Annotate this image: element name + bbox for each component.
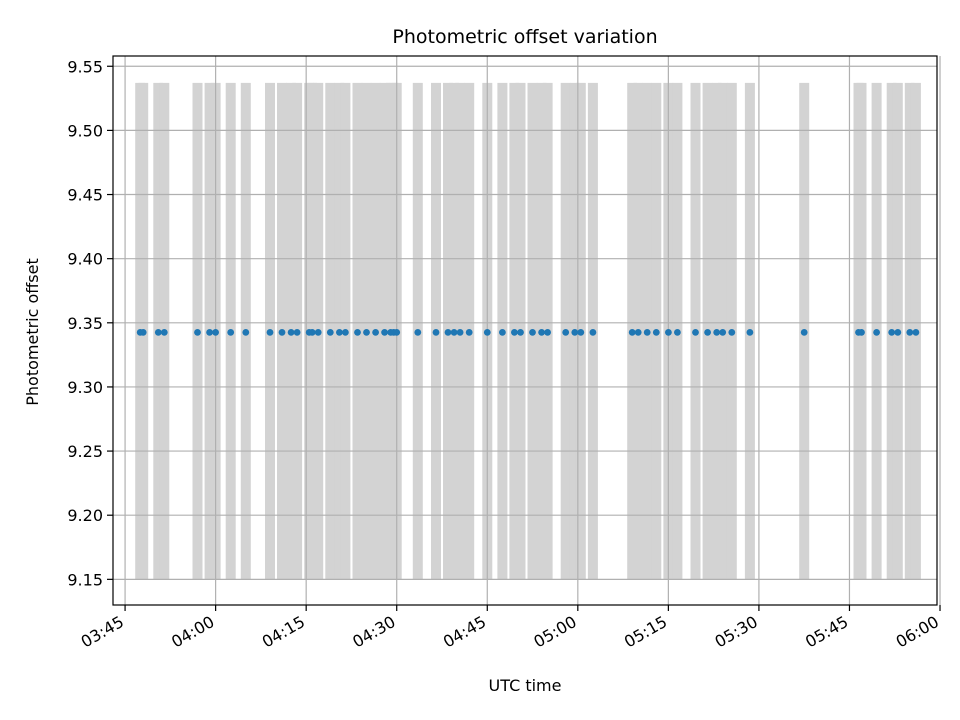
data-point: [342, 329, 349, 336]
data-point: [326, 329, 334, 336]
data-point: [287, 329, 295, 336]
data-point: [483, 329, 491, 336]
data-point: [227, 329, 235, 336]
data-point: [577, 329, 585, 336]
data-point: [692, 329, 699, 336]
data-point: [544, 329, 551, 336]
data-point: [634, 329, 642, 336]
data-point: [665, 329, 672, 336]
data-point: [538, 329, 545, 336]
data-point: [354, 329, 361, 336]
data-point: [628, 329, 636, 336]
points-layer: [136, 329, 920, 336]
data-point: [906, 329, 914, 336]
data-point: [517, 329, 524, 336]
data-point: [912, 329, 920, 336]
y-axis-label: Photometric offset: [23, 258, 42, 406]
y-tick-label: 9.40: [67, 250, 103, 269]
data-point: [206, 329, 214, 336]
data-point: [858, 329, 865, 336]
data-point: [465, 329, 473, 336]
data-point: [873, 329, 880, 336]
data-point: [511, 329, 518, 336]
y-tick-label: 9.35: [67, 314, 103, 333]
data-point: [713, 329, 721, 336]
data-point: [308, 329, 316, 336]
data-point: [800, 329, 808, 336]
data-point: [571, 329, 579, 336]
data-point: [894, 329, 902, 336]
data-point: [499, 329, 506, 336]
data-point: [529, 329, 536, 336]
data-point: [589, 329, 597, 336]
data-point: [242, 329, 250, 336]
data-point: [888, 329, 896, 336]
data-point: [456, 329, 464, 336]
data-point: [704, 329, 711, 336]
data-point: [293, 329, 301, 336]
y-tick-label: 9.20: [67, 506, 103, 525]
data-point: [432, 329, 440, 336]
data-point: [643, 329, 651, 336]
data-point: [194, 329, 201, 336]
x-axis-label: UTC time: [489, 676, 562, 695]
data-point: [562, 329, 570, 336]
data-point: [393, 329, 401, 336]
plot-frame: [112, 55, 938, 606]
y-tick-label: 9.45: [67, 186, 103, 205]
data-point: [363, 329, 370, 336]
data-point: [278, 329, 286, 336]
data-point: [728, 329, 736, 336]
data-point: [674, 329, 681, 336]
data-point: [160, 329, 168, 336]
y-tick-label: 9.25: [67, 442, 103, 461]
data-point: [212, 329, 220, 336]
y-tick-label: 9.50: [67, 121, 103, 140]
data-point: [336, 329, 343, 336]
data-point: [154, 329, 162, 336]
data-point: [314, 329, 322, 336]
y-tick-label: 9.30: [67, 378, 103, 397]
y-tick-label: 9.15: [67, 570, 103, 589]
data-point: [266, 329, 274, 336]
data-point: [139, 329, 147, 336]
data-point: [746, 329, 754, 336]
data-point: [414, 329, 422, 336]
data-point: [652, 329, 660, 336]
data-point: [372, 329, 379, 336]
data-point: [450, 329, 458, 336]
data-point: [444, 329, 452, 336]
data-point: [719, 329, 727, 336]
y-axis: 9.15 9.20 9.25 9.30 9.35 9.40 9.45 9.50 9.55: [67, 57, 113, 589]
y-tick-label: 9.55: [67, 57, 103, 76]
chart-title: Photometric offset variation: [392, 26, 657, 48]
data-point: [381, 329, 388, 336]
